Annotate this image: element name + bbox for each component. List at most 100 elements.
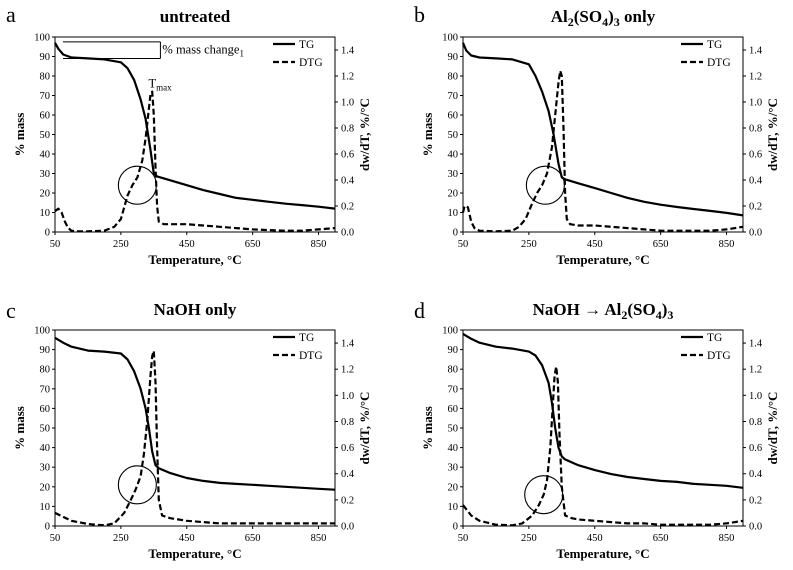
x-tick-label: 850: [311, 239, 327, 250]
series-line-tg: [54, 336, 336, 491]
y-tick-label: 50: [448, 130, 459, 141]
y2-tick-label: 1.4: [749, 339, 763, 350]
x-tick-label: 50: [458, 239, 469, 250]
y2-tick-label: 1.2: [749, 365, 762, 376]
title-text: ): [662, 300, 668, 319]
x-tick-label: 650: [653, 239, 669, 250]
y2-tick-label: 0.2: [749, 495, 762, 506]
x-tick-label: 50: [458, 533, 469, 544]
y2-tick-label: 1.2: [341, 72, 354, 83]
y-tick-label: 10: [448, 502, 459, 513]
x-tick-label: 250: [113, 239, 129, 250]
y-tick-label: 20: [40, 482, 51, 493]
y-tick-label: 90: [448, 52, 459, 63]
plot-frame: [54, 329, 336, 527]
x-tick-label: 50: [50, 533, 61, 544]
y-tick-label: 10: [40, 208, 51, 219]
y2-tick-label: 0.8: [749, 124, 762, 135]
y-tick-label: 60: [40, 111, 51, 122]
panel-letter: a: [6, 2, 16, 27]
y2-tick-label: 0.2: [749, 202, 762, 213]
panel-c: c NaOH only 0 10 20 30 40 50 60 70 80 90 100 0.0 0.2 0.…: [6, 298, 372, 561]
panel-letter: b: [414, 2, 425, 27]
y-tick-label: 60: [448, 404, 459, 415]
title-text: NaOH → Al: [533, 300, 622, 319]
y-tick-label: 90: [448, 345, 459, 356]
series-line-dtg: [54, 90, 336, 233]
y2-tick-label: 0.8: [341, 124, 354, 135]
x-tick-label: 850: [719, 239, 735, 250]
y2-tick-label: 0.0: [341, 522, 354, 533]
legend-label-tg: TG: [707, 332, 722, 344]
plot-frame: [462, 329, 744, 527]
series-line-dtg: [462, 365, 744, 527]
y-tick-label: 30: [40, 169, 51, 180]
x-axis-label: Temperature, °C: [556, 252, 649, 267]
title-subscript: 4: [602, 15, 608, 29]
y2-tick-label: 0.6: [341, 150, 354, 161]
y-tick-label: 0: [45, 228, 50, 239]
y-tick-label: 60: [448, 111, 459, 122]
y-tick-label: 10: [40, 502, 51, 513]
y2-tick-label: 1.2: [341, 365, 354, 376]
y2-tick-label: 0.2: [341, 202, 354, 213]
y-tick-label: 50: [40, 424, 51, 435]
y2-axis-label: dw/dT, %/°C: [357, 392, 372, 465]
panel-a: a untreated 0 10 20 30 40 50 60 70 80 90 100 0.0 0.2 0.…: [6, 2, 372, 267]
y-tick-label: 20: [448, 482, 459, 493]
x-tick-label: 250: [113, 533, 129, 544]
plot-frame: [462, 36, 744, 233]
y2-tick-label: 0.6: [749, 150, 762, 161]
y-axis-label: % mass: [12, 406, 27, 450]
legend-label-dtg: DTG: [707, 57, 731, 69]
y-tick-label: 100: [34, 33, 50, 44]
y-tick-label: 10: [448, 208, 459, 219]
x-tick-label: 850: [719, 533, 735, 544]
y2-axis-label: dw/dT, %/°C: [357, 98, 372, 171]
title-text: Al: [551, 7, 568, 26]
x-axis-label: Temperature, °C: [148, 546, 241, 561]
x-axis-label: Temperature, °C: [148, 252, 241, 267]
highlight-circle: [525, 165, 565, 205]
mass-change-subscript: 1: [239, 49, 244, 59]
mass-change-text: % mass change: [162, 43, 240, 57]
y-axis-label: % mass: [12, 113, 27, 157]
x-tick-label: 250: [521, 533, 537, 544]
y2-tick-label: 0.4: [341, 469, 355, 480]
title-subscript: 3: [667, 308, 673, 322]
title-text: (SO: [627, 300, 655, 319]
panel-title: untreated: [160, 7, 231, 26]
y-tick-label: 0: [453, 228, 458, 239]
x-tick-label: 450: [587, 533, 603, 544]
y-tick-label: 20: [40, 189, 51, 200]
y2-tick-label: 0.6: [749, 443, 762, 454]
legend-label-tg: TG: [299, 332, 314, 344]
y-tick-label: 100: [34, 326, 50, 337]
panel-title: NaOH → Al2(SO4)3: [533, 300, 674, 322]
tmax-label: Tmax: [149, 77, 173, 93]
y-tick-label: 70: [40, 91, 51, 102]
y-tick-label: 80: [40, 72, 51, 83]
highlight-circle: [524, 475, 564, 515]
y-tick-label: 0: [453, 522, 458, 533]
series-line-dtg: [461, 69, 744, 233]
y2-tick-label: 0.0: [341, 228, 354, 239]
legend-label-dtg: DTG: [299, 350, 323, 362]
y2-tick-label: 0.0: [749, 228, 762, 239]
y-tick-label: 70: [40, 384, 51, 395]
title-subscript: 2: [621, 308, 627, 322]
x-tick-label: 250: [521, 239, 537, 250]
panel-title: NaOH only: [154, 300, 237, 319]
y2-tick-label: 0.2: [341, 495, 354, 506]
y-tick-label: 40: [448, 150, 459, 161]
x-axis-label: Temperature, °C: [556, 546, 649, 561]
mass-change-label: % mass change1: [162, 43, 244, 59]
y2-tick-label: 0.6: [341, 443, 354, 454]
panel-d: d NaOH → Al2(SO4)301020304050607080901000…: [414, 298, 780, 561]
y2-axis-label: dw/dT, %/°C: [765, 98, 780, 171]
tmax-subscript: max: [156, 83, 172, 93]
legend-label-tg: TG: [707, 39, 722, 51]
y-tick-label: 80: [448, 72, 459, 83]
y-tick-label: 20: [448, 189, 459, 200]
